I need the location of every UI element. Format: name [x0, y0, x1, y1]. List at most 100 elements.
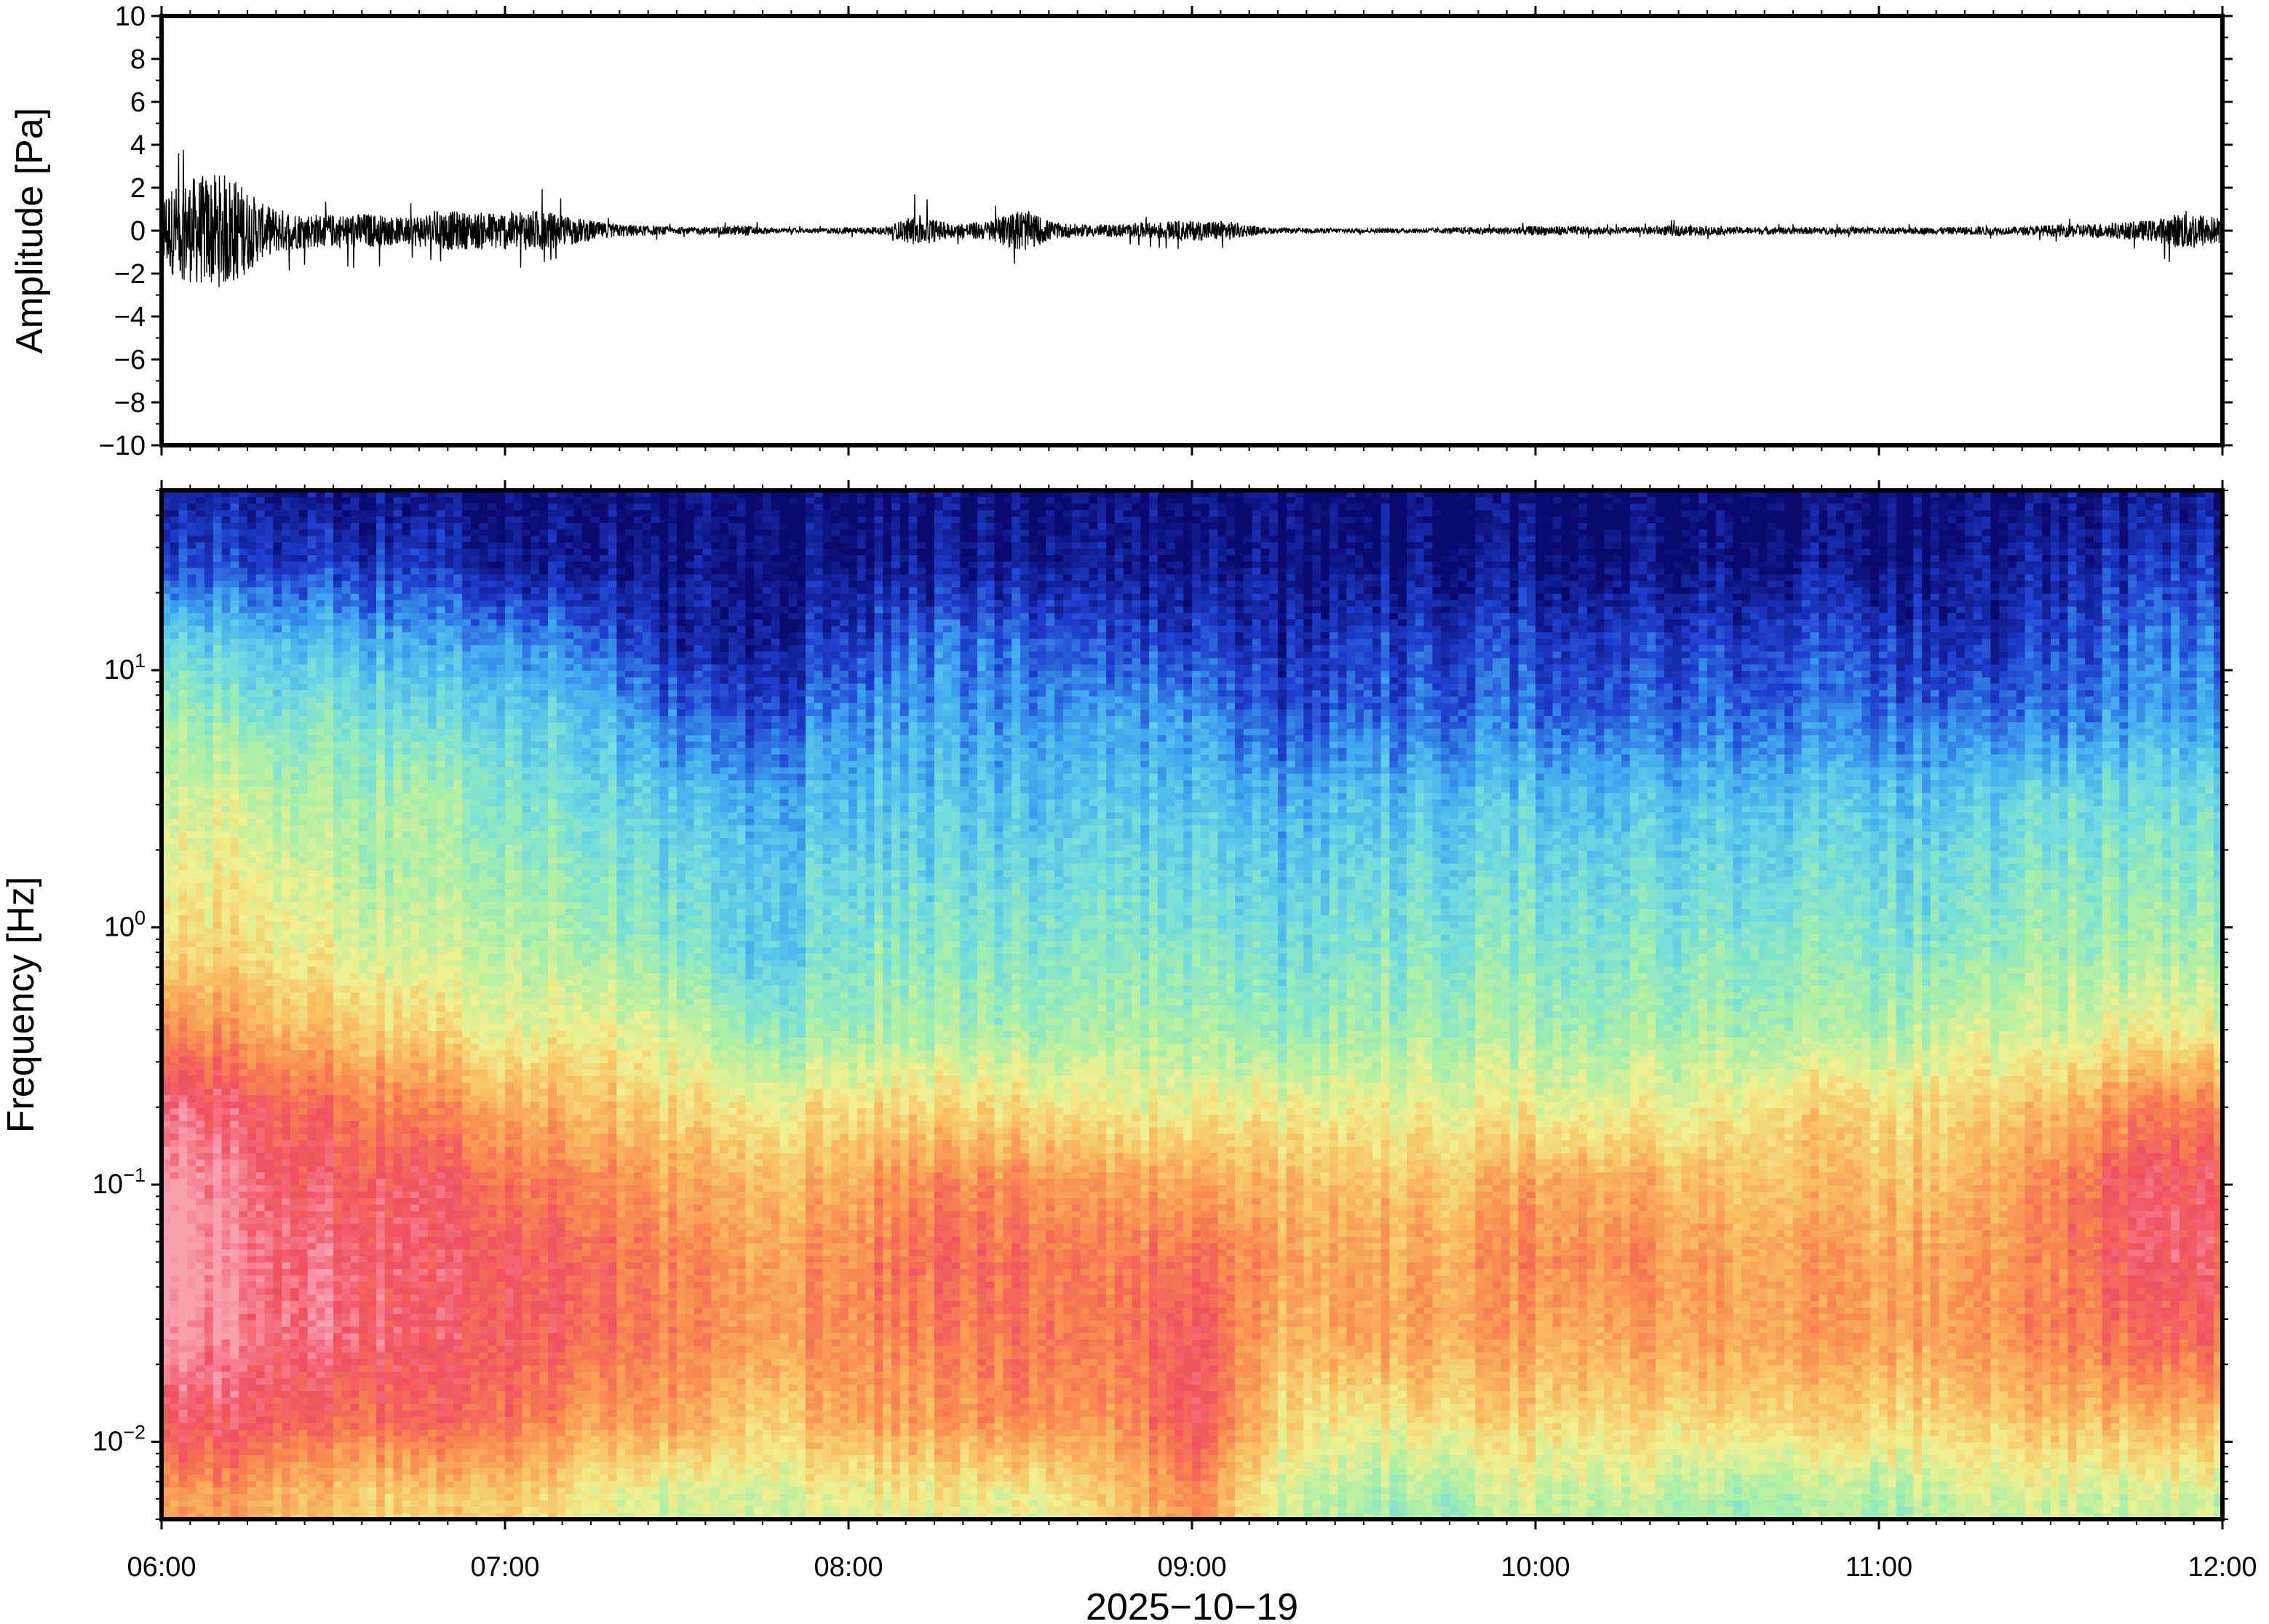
- spectrogram-cell: [239, 1159, 248, 1166]
- spectrogram-cell: [170, 760, 180, 768]
- spectrogram-cell: [307, 1094, 317, 1102]
- spectrogram-cell: [204, 1307, 214, 1314]
- spectrogram-cell: [333, 696, 343, 704]
- spectrogram-cell: [350, 1185, 359, 1192]
- spectrogram-cell: [367, 979, 377, 987]
- spectrogram-cell: [359, 792, 368, 800]
- spectrogram-cell: [247, 850, 257, 858]
- spectrogram-cell: [316, 1210, 325, 1218]
- spectrogram-cell: [178, 901, 188, 909]
- spectrogram-cell: [178, 522, 188, 530]
- spectrogram-cell: [341, 1326, 351, 1334]
- spectrogram-cell: [402, 741, 411, 749]
- spectrogram-cell: [230, 805, 239, 813]
- spectrogram-cell: [333, 709, 343, 716]
- spectrogram-cell: [187, 972, 196, 980]
- spectrogram-cell: [187, 1043, 196, 1051]
- spectrogram-cell: [307, 1468, 317, 1475]
- spectrogram-cell: [247, 1313, 257, 1321]
- spectrogram-cell: [298, 1326, 309, 1334]
- spectrogram-cell: [230, 888, 239, 896]
- amplitude-tick-label: 4: [130, 130, 146, 161]
- spectrogram-cell: [221, 1493, 231, 1501]
- spectrogram-cell: [196, 934, 205, 942]
- spectrogram-cell: [212, 1468, 223, 1475]
- spectrogram-cell: [410, 992, 420, 999]
- spectrogram-cell: [247, 1326, 257, 1334]
- spectrogram-cell: [230, 799, 239, 806]
- spectrogram-cell: [178, 1294, 188, 1302]
- spectrogram-cell: [187, 516, 196, 523]
- spectrogram-cell: [376, 1480, 386, 1488]
- spectrogram-cell: [376, 722, 386, 729]
- spectrogram-cell: [410, 1153, 420, 1160]
- spectrogram-cell: [212, 1203, 223, 1211]
- spectrogram-cell: [255, 1242, 266, 1250]
- spectrogram-cell: [376, 1030, 386, 1038]
- spectrogram-cell: [187, 1300, 196, 1307]
- spectrogram-cell: [316, 734, 325, 742]
- spectrogram-cell: [239, 799, 248, 806]
- spectrogram-cell: [247, 1403, 257, 1411]
- spectrogram-cell: [341, 1339, 351, 1346]
- spectrogram-cell: [384, 1088, 394, 1096]
- spectrogram-cell: [341, 490, 351, 498]
- spectrogram-cell: [247, 1153, 257, 1160]
- spectrogram-cell: [393, 1217, 402, 1225]
- spectrogram-cell: [393, 548, 402, 555]
- spectrogram-cell: [376, 850, 386, 858]
- spectrogram-cell: [204, 490, 214, 498]
- spectrogram-cell: [298, 767, 309, 774]
- spectrogram-cell: [341, 850, 351, 858]
- spectrogram-cell: [264, 529, 274, 536]
- spectrogram-cell: [187, 1436, 196, 1443]
- spectrogram-cell: [393, 876, 402, 883]
- spectrogram-cell: [273, 1121, 282, 1128]
- spectrogram-cell: [402, 966, 411, 974]
- waveform-trace: [161, 149, 2223, 287]
- spectrogram-cell: [255, 992, 266, 999]
- spectrogram-cell: [170, 1017, 180, 1025]
- spectrogram-cell: [212, 1448, 223, 1456]
- spectrogram-cell: [298, 754, 309, 761]
- spectrogram-cell: [170, 979, 180, 987]
- spectrogram-cell: [341, 1024, 351, 1031]
- spectrogram-cell: [239, 805, 248, 813]
- spectrogram-cell: [247, 606, 257, 613]
- spectrogram-cell: [264, 1056, 274, 1064]
- spectrogram-cell: [359, 709, 368, 716]
- spectrogram-cell: [341, 1146, 351, 1153]
- spectrogram-cell: [325, 1146, 334, 1153]
- spectrogram-cell: [255, 1441, 266, 1449]
- spectrogram-cell: [290, 657, 300, 665]
- spectrogram-cell: [282, 1236, 291, 1243]
- spectrogram-cell: [212, 1500, 223, 1507]
- spectrogram-cell: [333, 811, 343, 819]
- spectrogram-cell: [178, 1203, 188, 1211]
- spectrogram-cell: [384, 1262, 394, 1269]
- spectrogram-cell: [316, 1454, 325, 1462]
- spectrogram-cell: [273, 1268, 282, 1275]
- spectrogram-cell: [230, 1320, 239, 1327]
- spectrogram-cell: [230, 1500, 239, 1507]
- spectrogram-cell: [162, 1049, 171, 1057]
- spectrogram-cell: [247, 1133, 257, 1141]
- spectrogram-cell: [239, 1409, 248, 1417]
- spectrogram-cell: [384, 1159, 394, 1166]
- spectrogram-cell: [178, 811, 188, 819]
- spectrogram-cell: [298, 1364, 309, 1372]
- spectrogram-cell: [402, 1294, 411, 1302]
- spectrogram-cell: [410, 844, 420, 851]
- spectrogram-cell: [290, 1011, 300, 1019]
- spectrogram-cell: [230, 1043, 239, 1051]
- spectrogram-cell: [178, 670, 188, 677]
- spectrogram-cell: [221, 1345, 231, 1353]
- spectrogram-cell: [384, 1513, 394, 1520]
- spectrogram-cell: [325, 979, 334, 987]
- spectrogram-cell: [350, 1242, 359, 1250]
- spectrogram-cell: [162, 734, 171, 742]
- spectrogram-cell: [230, 1513, 239, 1520]
- spectrogram-cell: [367, 863, 377, 871]
- spectrogram-cell: [290, 696, 300, 704]
- spectrogram-cell: [298, 1275, 309, 1282]
